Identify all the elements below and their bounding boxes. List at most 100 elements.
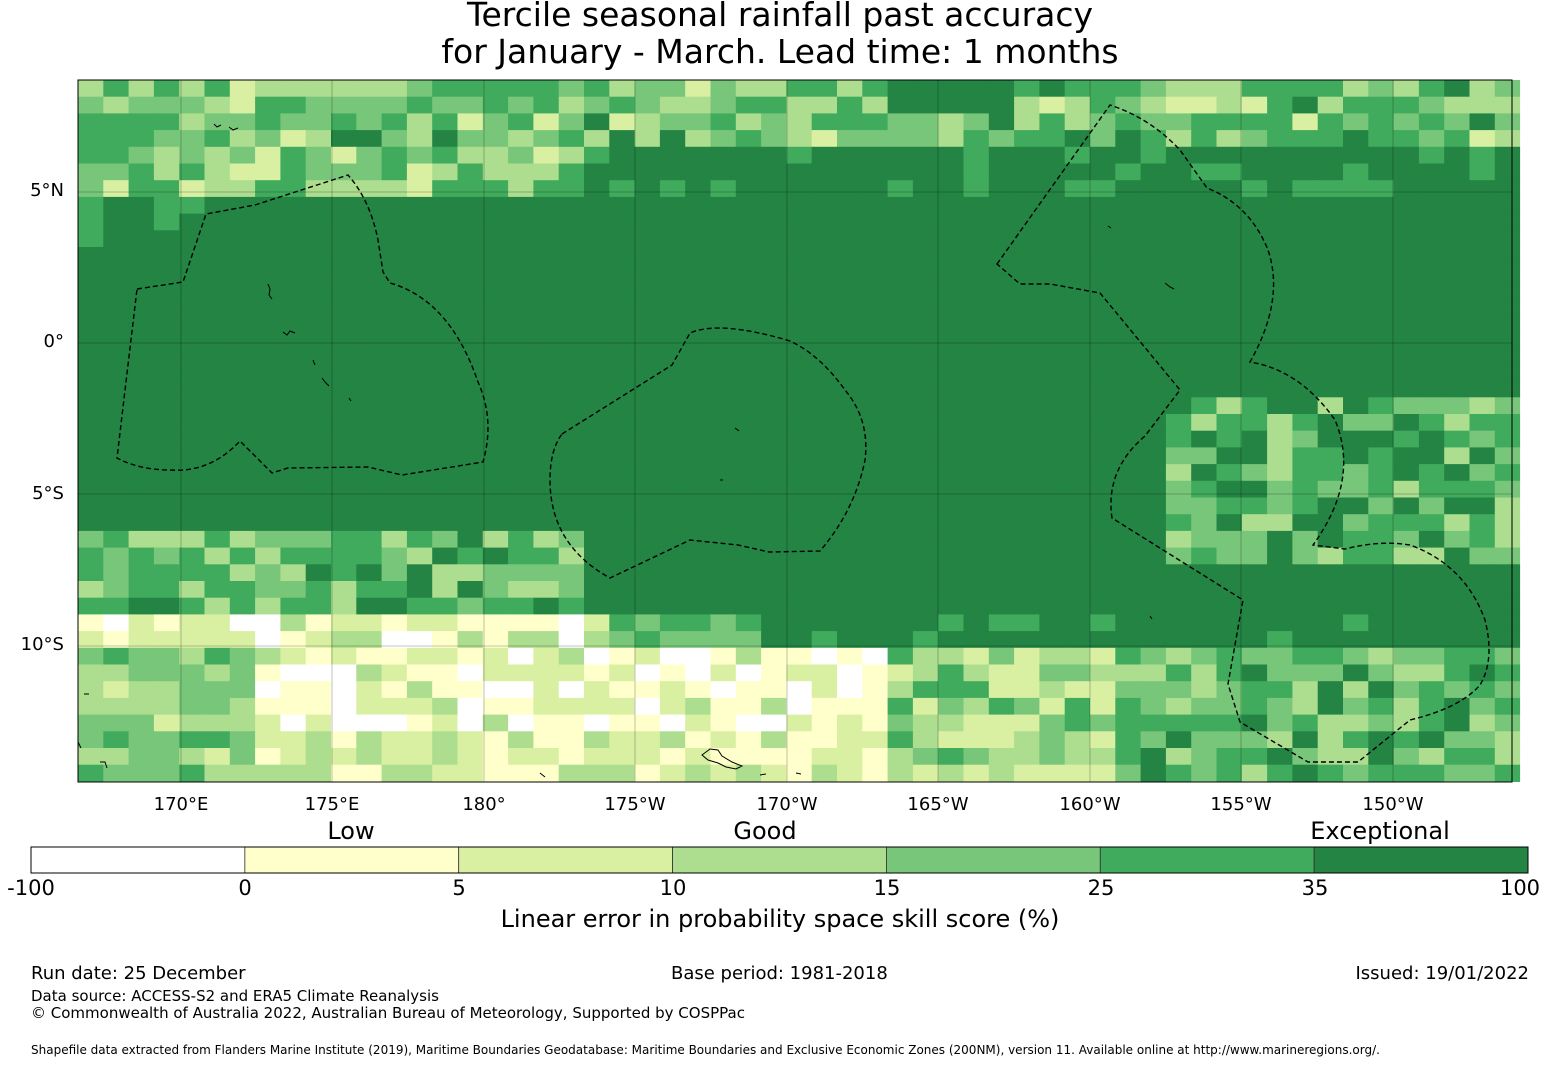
skill-cell <box>710 497 737 515</box>
skill-cell <box>558 280 585 298</box>
skill-cell <box>912 664 939 682</box>
skill-cell <box>811 363 838 382</box>
lon-label-150w: 150°W <box>1362 794 1424 815</box>
skill-cell <box>1140 681 1167 699</box>
skill-cell <box>179 263 206 281</box>
skill-cell <box>1292 480 1319 499</box>
skill-cell <box>862 146 889 165</box>
skill-cell <box>887 664 914 682</box>
skill-cell <box>1216 414 1243 432</box>
skill-cell <box>305 597 332 615</box>
skill-cell <box>735 664 762 682</box>
skill-cell <box>837 464 863 482</box>
skill-cell <box>811 564 838 582</box>
skill-cell <box>811 163 838 181</box>
skill-cell <box>482 80 509 98</box>
skill-cell <box>887 748 914 766</box>
skill-cell <box>735 597 762 615</box>
skill-cell <box>938 330 965 348</box>
skill-cell <box>255 213 281 231</box>
skill-cell <box>179 748 206 766</box>
skill-cell <box>229 697 256 716</box>
skill-cell <box>887 514 914 532</box>
skill-cell <box>1418 714 1445 732</box>
skill-cell <box>1393 414 1420 432</box>
skill-cell <box>204 631 231 649</box>
skill-cell <box>1292 497 1319 515</box>
skill-cell <box>1241 80 1268 98</box>
skill-cell <box>204 313 231 332</box>
skill-cell <box>179 297 206 315</box>
skill-cell <box>457 748 484 766</box>
skill-cell <box>1267 714 1293 732</box>
skill-cell <box>381 480 408 499</box>
skill-cell <box>255 447 281 465</box>
skill-cell <box>406 748 433 766</box>
skill-cell <box>811 764 838 782</box>
skill-cell <box>1140 263 1167 281</box>
skill-cell <box>103 313 130 332</box>
skill-cell <box>1115 497 1142 515</box>
skill-cell <box>584 247 610 265</box>
skill-cell <box>1317 547 1344 565</box>
skill-cell <box>1216 581 1243 599</box>
skill-cell <box>710 564 737 582</box>
skill-cell <box>1444 597 1471 615</box>
skill-cell <box>811 347 838 365</box>
skill-cell <box>1393 597 1420 615</box>
skill-cell <box>1115 263 1142 281</box>
skill-cell <box>179 664 206 682</box>
skill-cell <box>204 146 231 165</box>
skill-cell <box>508 263 534 281</box>
skill-cell <box>988 96 1015 114</box>
skill-cell <box>1317 247 1344 265</box>
skill-cell <box>432 581 459 599</box>
skill-cell <box>78 247 104 265</box>
skill-cell <box>558 731 585 749</box>
skill-cell <box>229 363 256 382</box>
skill-cell <box>609 313 636 332</box>
skill-cell <box>837 430 863 448</box>
skill-cell <box>229 564 256 582</box>
skill-cell <box>938 363 965 382</box>
skill-cell <box>938 714 965 732</box>
skill-cell <box>255 347 281 365</box>
skill-cell <box>1090 731 1116 749</box>
skill-cell <box>457 447 484 465</box>
skill-cell <box>1090 330 1116 348</box>
skill-cell <box>1292 514 1319 532</box>
skill-cell <box>1368 748 1395 766</box>
skill-cell <box>1418 430 1445 448</box>
skill-cell <box>229 681 256 699</box>
skill-cell <box>1216 313 1243 332</box>
skill-cell <box>331 597 357 615</box>
skill-cell <box>331 113 357 131</box>
skill-cell <box>1444 631 1471 649</box>
skill-cell <box>1191 230 1218 248</box>
skill-cell <box>331 363 357 382</box>
skill-cell <box>432 447 459 465</box>
skill-cell <box>558 347 585 365</box>
skill-cell <box>331 681 357 699</box>
skill-cell <box>128 514 155 532</box>
skill-cell <box>811 180 838 198</box>
skill-cell <box>558 146 585 165</box>
skill-cell <box>685 347 712 365</box>
skill-cell <box>204 180 231 198</box>
skill-cell <box>710 313 737 332</box>
skill-cell <box>1064 313 1091 332</box>
skill-cell <box>103 297 130 315</box>
skill-cell <box>1292 196 1319 215</box>
skill-cell <box>1317 130 1344 148</box>
skill-cell <box>988 480 1015 499</box>
skill-cell <box>659 80 686 98</box>
skill-cell <box>837 96 863 114</box>
skill-cell <box>1090 464 1116 482</box>
skill-cell <box>78 581 104 599</box>
skill-cell <box>1418 480 1445 499</box>
skill-cell <box>1039 631 1066 649</box>
skill-cell <box>1444 163 1471 181</box>
skill-cell <box>558 196 585 215</box>
skill-cell <box>356 614 383 632</box>
skill-cell <box>912 530 939 549</box>
